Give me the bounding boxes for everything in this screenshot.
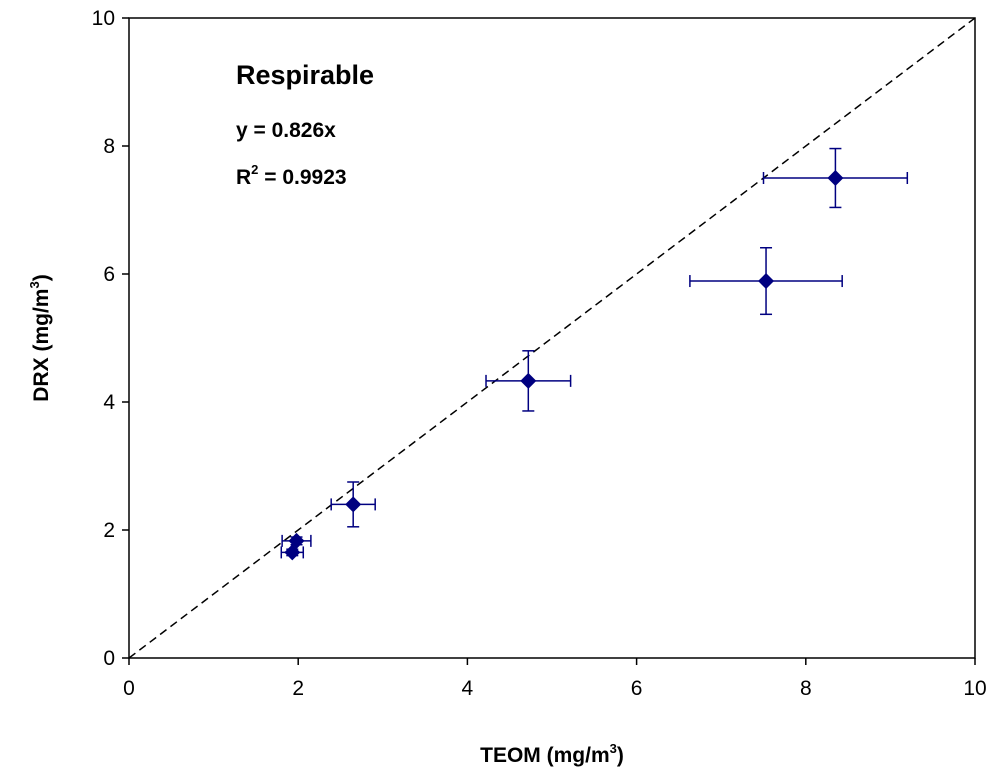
data-point [330,481,376,528]
annotation-r2-prefix: R [236,166,251,189]
annotation-equation: y = 0.826x [236,119,336,142]
diamond-marker [827,170,844,186]
y-axis-title: DRX (mg/m3) [27,274,53,401]
x-tick-label: 0 [123,677,135,700]
y-tick-label: 0 [103,647,115,670]
diamond-marker [288,532,305,549]
y-axis-title-end: ) [30,274,53,281]
data-point [485,350,572,412]
y-axis-ticks: 0 2 4 6 8 10 [92,7,129,670]
y-axis-title-main: DRX (mg/m [30,289,53,402]
data-point [689,247,843,316]
annotation-r2-value: = 0.9923 [258,166,346,189]
x-axis-ticks: 0 2 4 6 8 10 [123,658,987,700]
diamond-marker [520,372,537,389]
x-tick-label: 8 [800,677,812,700]
y-tick-label: 10 [92,7,115,30]
x-axis-title-end: ) [617,744,624,767]
x-axis-title: TEOM (mg/m3) [480,741,624,767]
y-tick-label: 8 [103,135,115,158]
x-tick-label: 4 [462,677,474,700]
diamond-marker [758,273,775,290]
x-axis-title-main: TEOM (mg/m [480,744,610,767]
data-point [762,147,909,209]
y-tick-label: 4 [103,391,115,414]
x-tick-label: 10 [963,677,986,700]
diamond-marker [345,496,362,513]
annotation-r2-sup: 2 [251,162,258,177]
y-axis-title-sup: 3 [27,281,42,288]
data-point [281,532,312,549]
x-tick-label: 2 [292,677,304,700]
annotation-label: Respirable [236,60,374,90]
annotation-r2: R2 = 0.9923 [236,162,347,189]
x-tick-label: 6 [631,677,643,700]
data-series [280,147,909,561]
x-axis-title-sup: 3 [610,741,617,756]
y-tick-label: 6 [103,263,115,286]
y-tick-label: 2 [103,519,115,542]
reference-line [128,17,976,659]
